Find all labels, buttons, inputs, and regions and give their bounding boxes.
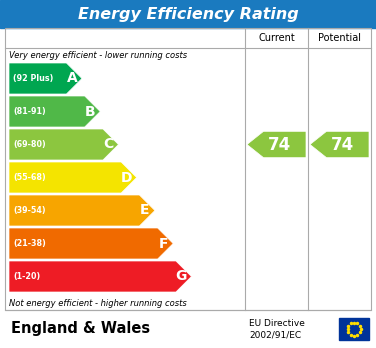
Text: (39-54): (39-54) xyxy=(13,206,45,215)
Polygon shape xyxy=(9,162,137,193)
Polygon shape xyxy=(310,131,369,158)
Text: (1-20): (1-20) xyxy=(13,272,40,281)
Text: Potential: Potential xyxy=(318,33,361,43)
Polygon shape xyxy=(9,96,100,127)
Text: D: D xyxy=(121,171,132,184)
Text: England & Wales: England & Wales xyxy=(11,322,150,337)
Text: (92 Plus): (92 Plus) xyxy=(13,74,53,83)
Text: E: E xyxy=(140,204,150,218)
Polygon shape xyxy=(9,129,118,160)
Text: Energy Efficiency Rating: Energy Efficiency Rating xyxy=(77,7,299,22)
Text: (55-68): (55-68) xyxy=(13,173,46,182)
Text: Not energy efficient - higher running costs: Not energy efficient - higher running co… xyxy=(9,299,187,308)
Text: F: F xyxy=(158,237,168,251)
Text: 74: 74 xyxy=(268,135,291,153)
Text: B: B xyxy=(85,104,96,119)
Text: G: G xyxy=(176,269,187,284)
Text: A: A xyxy=(67,71,77,86)
Text: (69-80): (69-80) xyxy=(13,140,46,149)
Text: Current: Current xyxy=(258,33,295,43)
Bar xyxy=(0,0,376,28)
Polygon shape xyxy=(9,228,173,259)
Polygon shape xyxy=(9,195,155,226)
Text: EU Directive
2002/91/EC: EU Directive 2002/91/EC xyxy=(249,319,305,339)
Bar xyxy=(339,318,369,340)
Polygon shape xyxy=(9,261,191,292)
Text: C: C xyxy=(103,137,114,151)
Bar xyxy=(5,28,371,310)
Text: (21-38): (21-38) xyxy=(13,239,46,248)
Text: (81-91): (81-91) xyxy=(13,107,46,116)
Text: 74: 74 xyxy=(331,135,355,153)
Polygon shape xyxy=(247,131,306,158)
Text: Very energy efficient - lower running costs: Very energy efficient - lower running co… xyxy=(9,52,187,61)
Polygon shape xyxy=(9,63,82,94)
